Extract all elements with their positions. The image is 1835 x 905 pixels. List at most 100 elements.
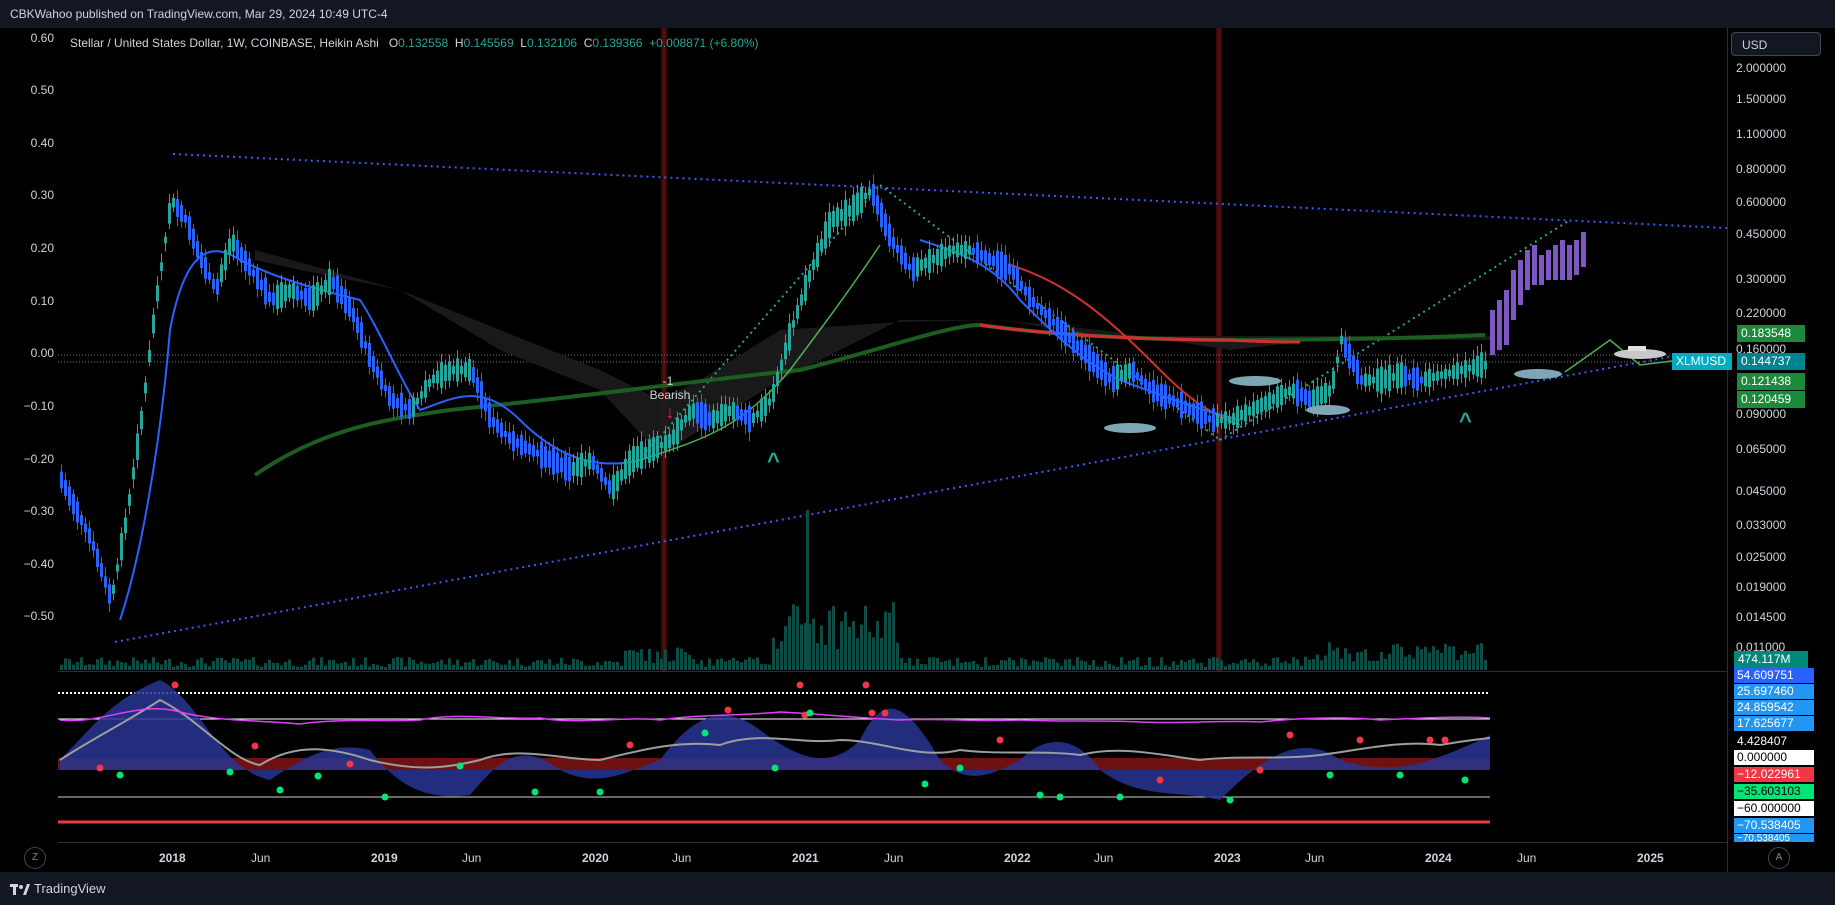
signal-dot bbox=[116, 771, 124, 779]
volume-bar bbox=[1468, 653, 1471, 670]
volume-bar bbox=[1064, 659, 1067, 670]
osc-badge: 0.000000 bbox=[1734, 750, 1814, 765]
volume-bar bbox=[324, 665, 327, 670]
signal-dot bbox=[626, 741, 634, 749]
volume-badge: 474.117M bbox=[1734, 651, 1808, 668]
volume-bar bbox=[1200, 662, 1203, 670]
chart-pane[interactable] bbox=[0, 28, 1835, 872]
volume-bar bbox=[756, 657, 759, 670]
volume-bar bbox=[788, 616, 791, 670]
volume-bar bbox=[160, 664, 163, 670]
volume-bar bbox=[1380, 652, 1383, 670]
volume-bar bbox=[1104, 661, 1107, 670]
currency-button[interactable]: USD bbox=[1731, 32, 1821, 56]
osc-badge: −70.538405 bbox=[1734, 834, 1814, 842]
volume-bar bbox=[828, 610, 831, 670]
volume-bar bbox=[1276, 657, 1279, 670]
volume-bar bbox=[156, 662, 159, 670]
volume-bar bbox=[308, 660, 311, 670]
volume-bar bbox=[352, 657, 355, 670]
buy-caret-icon: ^ bbox=[767, 448, 780, 473]
volume-bar bbox=[104, 664, 107, 670]
left-tick: −0.10 bbox=[23, 399, 54, 413]
volume-bar bbox=[1416, 646, 1419, 670]
volume-bar bbox=[552, 665, 555, 670]
volume-bar bbox=[1288, 663, 1291, 670]
volume-bar bbox=[280, 665, 283, 670]
volume-bar bbox=[376, 664, 379, 670]
volume-bar bbox=[776, 648, 779, 670]
tradingview-brand[interactable]: TradingView bbox=[10, 872, 106, 905]
volume-bar bbox=[808, 624, 811, 670]
volume-bar bbox=[1372, 660, 1375, 670]
volume-bar bbox=[988, 665, 991, 670]
volume-bar bbox=[832, 605, 835, 670]
volume-bar bbox=[1088, 665, 1091, 670]
osc-badge: −60.000000 bbox=[1734, 801, 1814, 816]
volume-bar bbox=[1020, 658, 1023, 670]
time-axis[interactable]: 2018 Jun 2019 Jun 2020 Jun 2021 Jun 2022… bbox=[58, 842, 1727, 873]
high-value: 0.145569 bbox=[463, 36, 514, 50]
volume-bar bbox=[1480, 643, 1483, 670]
volume-bar bbox=[304, 664, 307, 670]
volume-bar bbox=[1368, 660, 1371, 670]
right-tick: 0.160000 bbox=[1736, 342, 1787, 356]
volume-bar bbox=[152, 657, 155, 670]
signal-dot bbox=[1396, 771, 1404, 779]
volume-bar bbox=[476, 666, 479, 670]
volume-bar bbox=[972, 661, 975, 670]
low-value: 0.132106 bbox=[526, 36, 578, 50]
signal-label: Bearish bbox=[649, 388, 691, 402]
close-label: C bbox=[583, 36, 593, 50]
volume-bar bbox=[1184, 662, 1187, 670]
signal-dot bbox=[1426, 736, 1434, 744]
volume-bar bbox=[488, 659, 491, 670]
right-price-axis[interactable]: 2.000000 1.500000 1.100000 0.800000 0.60… bbox=[1727, 28, 1835, 872]
signal-dot bbox=[1461, 776, 1469, 784]
volume-bar bbox=[1220, 660, 1223, 670]
volume-bar bbox=[356, 666, 359, 670]
volume-bar bbox=[864, 605, 867, 670]
signal-dot bbox=[724, 706, 732, 714]
volume-bar bbox=[404, 666, 407, 670]
signal-dot bbox=[956, 764, 964, 772]
left-tick: 0.50 bbox=[30, 83, 54, 97]
volume-bar bbox=[1140, 666, 1143, 670]
volume-bar bbox=[472, 659, 475, 670]
signal-dot bbox=[796, 681, 804, 689]
volume-bar bbox=[532, 662, 535, 670]
left-price-axis[interactable]: 0.60 0.50 0.40 0.30 0.20 0.10 0.00 −0.10… bbox=[0, 28, 58, 678]
publish-bar: CBKWahoo published on TradingView.com, M… bbox=[0, 0, 1835, 28]
volume-bar bbox=[192, 665, 195, 670]
volume-bar bbox=[520, 665, 523, 670]
volume-bar bbox=[272, 663, 275, 670]
pane-divider[interactable] bbox=[58, 671, 1727, 672]
volume-bar bbox=[296, 666, 299, 670]
volume-bar bbox=[656, 651, 659, 670]
volume-bar bbox=[1248, 662, 1251, 670]
signal-dot bbox=[531, 788, 539, 796]
signal-dot bbox=[1356, 736, 1364, 744]
left-tick: 0.20 bbox=[30, 241, 54, 255]
volume-bar bbox=[780, 641, 783, 670]
volume-bar bbox=[220, 658, 223, 670]
right-tick: 0.045000 bbox=[1736, 484, 1787, 498]
volume-bar bbox=[96, 659, 99, 670]
volume-bar bbox=[1312, 658, 1315, 670]
volume-bar bbox=[1328, 642, 1331, 670]
signal-dot bbox=[1156, 776, 1164, 784]
open-value: 0.132558 bbox=[398, 36, 449, 50]
zoom-button[interactable]: Z bbox=[24, 847, 46, 869]
signal-dot bbox=[921, 780, 929, 788]
signal-dot bbox=[868, 709, 876, 717]
volume-bar bbox=[932, 657, 935, 670]
volume-bar bbox=[596, 662, 599, 670]
time-label: Jun bbox=[672, 851, 692, 865]
volume-bar bbox=[176, 665, 179, 670]
volume-bar bbox=[576, 659, 579, 670]
volume-bar bbox=[888, 612, 891, 670]
volume-bar bbox=[1392, 644, 1395, 670]
volume-bar bbox=[1172, 661, 1175, 670]
volume-bar bbox=[936, 657, 939, 670]
auto-scale-button[interactable]: A bbox=[1768, 847, 1790, 869]
